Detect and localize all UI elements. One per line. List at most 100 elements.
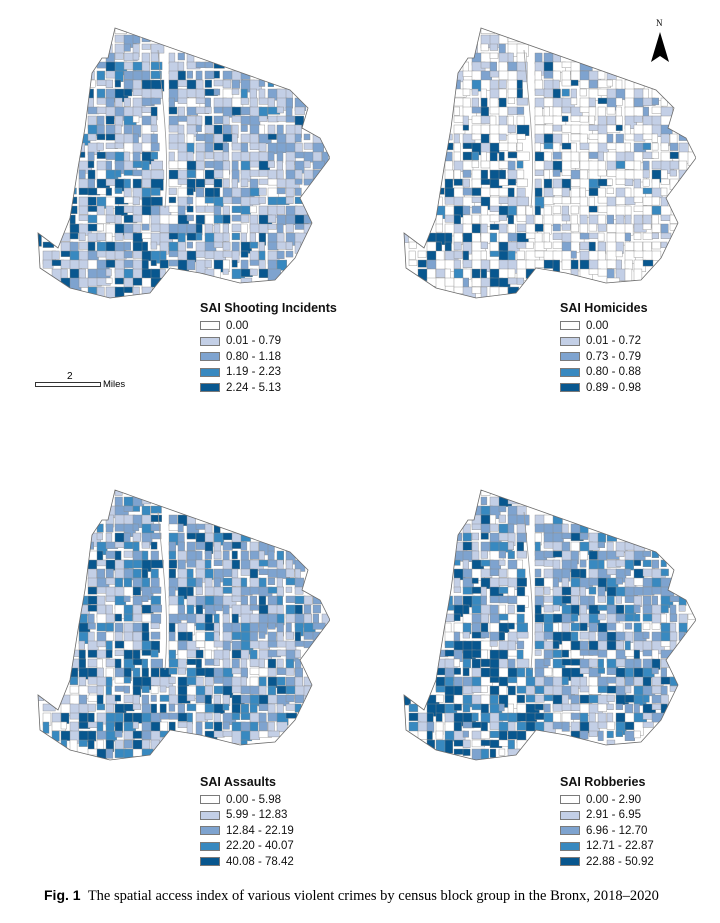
block-group	[249, 196, 261, 206]
block-group	[87, 568, 97, 579]
block-group	[417, 259, 427, 268]
block-group	[525, 241, 534, 249]
block-group	[597, 595, 607, 603]
block-group	[258, 142, 267, 152]
block-group	[204, 649, 212, 660]
block-group	[96, 133, 106, 141]
block-group	[543, 196, 555, 206]
block-group	[177, 133, 185, 144]
block-group	[186, 259, 196, 271]
block-group	[87, 739, 95, 750]
block-group	[597, 70, 606, 80]
block-group	[114, 613, 122, 622]
block-group	[249, 685, 261, 695]
block-group	[561, 187, 570, 198]
block-group	[606, 541, 614, 553]
map-panel-homicides	[396, 18, 720, 308]
legend-label: 6.96 - 12.70	[586, 824, 648, 837]
legend-label: 0.80 - 0.88	[586, 366, 641, 379]
block-group	[150, 196, 163, 206]
block-group	[276, 259, 288, 271]
block-group	[258, 196, 266, 204]
block-group	[579, 79, 590, 89]
block-group	[249, 586, 260, 595]
block-group	[651, 187, 663, 199]
block-group	[543, 223, 552, 235]
block-group	[231, 205, 242, 214]
block-group	[633, 97, 644, 108]
block-group	[534, 568, 542, 578]
block-group	[114, 169, 122, 178]
block-group	[516, 541, 524, 552]
block-group	[669, 178, 679, 190]
block-group	[543, 124, 553, 134]
block-group	[570, 151, 580, 163]
block-group	[651, 250, 662, 262]
block-group	[597, 667, 606, 674]
block-group	[132, 703, 142, 710]
block-group	[276, 586, 285, 597]
block-group	[132, 532, 142, 542]
block-group	[534, 712, 545, 720]
block-group	[150, 514, 163, 523]
block-group	[204, 577, 213, 588]
legend-row: 0.01 - 0.72	[560, 334, 648, 350]
block-group	[195, 721, 203, 736]
block-group	[240, 97, 249, 105]
block-group	[105, 79, 114, 89]
block-group	[480, 541, 491, 552]
block-group	[132, 505, 141, 512]
block-group	[471, 214, 481, 224]
block-group	[534, 586, 544, 596]
block-group	[150, 649, 159, 658]
block-group	[276, 721, 288, 733]
block-group	[498, 532, 510, 541]
block-group	[480, 28, 495, 34]
block-group	[105, 649, 113, 658]
block-group	[597, 613, 606, 621]
legend-shooting: SAI Shooting Incidents 0.00 0.01 - 0.79 …	[200, 301, 337, 396]
block-group	[132, 721, 139, 729]
block-group	[633, 559, 642, 566]
block-group	[105, 613, 115, 623]
block-group	[480, 649, 489, 661]
block-group	[534, 187, 543, 198]
block-group	[249, 622, 259, 633]
legend-label: 2.24 - 5.13	[226, 381, 281, 394]
block-group	[480, 43, 489, 52]
block-group	[132, 151, 141, 163]
block-group	[150, 595, 161, 605]
block-group	[471, 577, 479, 584]
block-group	[114, 214, 122, 225]
block-group	[489, 568, 500, 577]
block-group	[285, 595, 297, 603]
north-arrow: N	[648, 18, 672, 68]
block-group	[471, 712, 479, 722]
block-group	[69, 187, 77, 195]
block-group	[78, 277, 89, 288]
legend-label: 0.01 - 0.79	[226, 335, 281, 348]
block-group	[552, 79, 560, 90]
block-group	[606, 586, 617, 597]
block-group	[471, 151, 479, 161]
block-group	[624, 613, 636, 622]
block-group	[222, 241, 231, 251]
block-group	[615, 124, 623, 131]
block-group	[552, 604, 561, 612]
legend-title: SAI Assaults	[200, 775, 276, 789]
block-group	[150, 97, 161, 105]
block-group	[498, 748, 506, 756]
block-group	[285, 187, 295, 197]
block-group	[462, 748, 471, 756]
block-group	[114, 286, 125, 298]
block-group	[480, 286, 488, 298]
block-group	[123, 151, 131, 163]
block-group	[552, 640, 560, 649]
block-group	[213, 106, 223, 114]
block-group	[561, 169, 572, 177]
block-group	[213, 205, 222, 217]
block-group	[213, 241, 223, 249]
legend-swatch	[200, 795, 220, 805]
block-group	[276, 160, 284, 172]
block-group	[615, 196, 627, 206]
